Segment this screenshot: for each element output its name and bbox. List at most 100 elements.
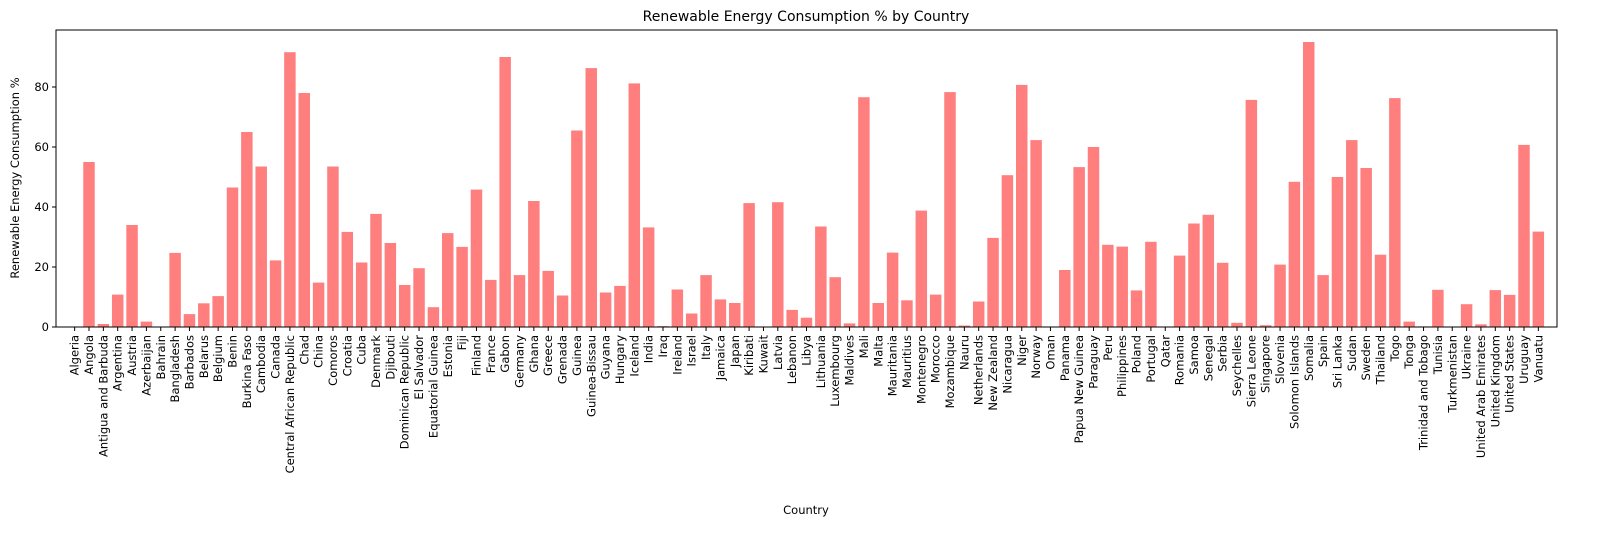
- bar-mauritania: [886, 252, 899, 327]
- x-tick-label: Belarus: [197, 335, 211, 378]
- bar-israel: [685, 313, 698, 327]
- bar-belarus: [198, 303, 210, 327]
- bar-libya: [800, 317, 813, 327]
- bar-china: [312, 282, 325, 327]
- bar-hungary: [614, 285, 626, 327]
- x-tick-label: Sierra Leone: [1244, 335, 1258, 407]
- bar-france: [485, 279, 497, 327]
- x-tick-label: Bangladesh: [168, 335, 182, 402]
- bar-cuba: [355, 262, 368, 327]
- x-tick-label: Burkina Faso: [240, 335, 254, 408]
- bar-ghana: [528, 201, 540, 327]
- bar-japan: [729, 303, 741, 327]
- x-tick-label: Germany: [513, 335, 527, 388]
- x-tick-label: Vanuatu: [1531, 335, 1545, 382]
- bar-djibouti: [384, 243, 397, 327]
- bar-norway: [1030, 140, 1042, 327]
- bar-barbados: [183, 314, 196, 327]
- bar-kiribati: [743, 203, 755, 327]
- x-tick-label: Djibouti: [383, 335, 397, 380]
- bar-thailand: [1374, 254, 1387, 327]
- x-tick-label: Libya: [800, 335, 814, 366]
- bar-togo: [1389, 98, 1401, 327]
- x-tick-label: Qatar: [1158, 335, 1172, 368]
- x-tick-label: Thailand: [1374, 335, 1388, 385]
- x-tick-label: Philippines: [1115, 335, 1129, 397]
- x-tick-label: Montenegro: [914, 335, 928, 404]
- bar-antigua-and-barbuda: [97, 324, 110, 327]
- x-tick-label: Togo: [1388, 335, 1402, 362]
- x-tick-label: Oman: [1043, 335, 1057, 370]
- bar-belgium: [212, 296, 224, 327]
- x-tick-label: Cambodia: [254, 335, 268, 393]
- x-tick-label: Central African Republic: [283, 335, 297, 473]
- x-tick-label: India: [642, 335, 656, 363]
- x-tick-label: Sweden: [1359, 335, 1373, 380]
- bar-united-states: [1503, 294, 1516, 327]
- bar-guinea: [571, 130, 583, 327]
- x-tick-label: Solomon Islands: [1287, 335, 1301, 429]
- bar-montenegro: [915, 210, 928, 327]
- bar-tunisia: [1432, 289, 1444, 327]
- x-axis-label: Country: [783, 503, 829, 517]
- bar-fiji: [456, 246, 468, 327]
- x-tick-label: Slovenia: [1273, 335, 1287, 384]
- bar-central-african-republic: [284, 52, 296, 327]
- bar-netherlands: [972, 301, 985, 327]
- x-tick-label: Estonia: [441, 335, 455, 377]
- bar-greece: [542, 270, 554, 327]
- bar-chad: [298, 93, 310, 327]
- x-tick-label: Austria: [125, 335, 139, 376]
- x-tick-label: Norway: [1029, 335, 1043, 379]
- bar-mali: [858, 97, 870, 327]
- x-tick-label: Angola: [82, 335, 96, 375]
- bar-iceland: [628, 83, 641, 328]
- x-tick-label: France: [484, 335, 498, 373]
- bar-united-kingdom: [1489, 290, 1502, 327]
- x-tick-label: Serbia: [1216, 335, 1230, 372]
- bar-jamaica: [714, 299, 727, 327]
- x-tick-label: Italy: [699, 335, 713, 360]
- x-tick-label: Peru: [1101, 335, 1115, 361]
- x-tick-label: Ukraine: [1460, 335, 1474, 379]
- bar-poland: [1130, 290, 1143, 327]
- x-tick-label: Sudan: [1345, 335, 1359, 371]
- bar-grenada: [556, 295, 569, 327]
- x-tick-label: Finland: [469, 335, 483, 376]
- bar-mauritius: [901, 300, 913, 327]
- bar-serbia: [1216, 262, 1229, 327]
- x-tick-label: Equatorial Guinea: [426, 335, 440, 438]
- x-tick-label: Kuwait: [756, 335, 770, 374]
- bar-guyana: [599, 292, 612, 327]
- bar-dominican-republic: [398, 285, 411, 327]
- x-tick-label: Iraq: [656, 335, 670, 357]
- y-tick-label: 20: [34, 260, 49, 274]
- x-tick-label: Luxembourg: [828, 335, 842, 407]
- bars-group: [68, 42, 1545, 328]
- bar-new-zealand: [987, 237, 999, 327]
- x-tick-label: Sri Lanka: [1330, 335, 1344, 388]
- x-tick-label: Mauritania: [886, 335, 900, 396]
- bar-estonia: [442, 233, 454, 327]
- bar-croatia: [341, 231, 354, 327]
- x-tick-label: Paraguay: [1087, 335, 1101, 389]
- x-tick-label: Mali: [857, 335, 871, 358]
- bar-argentina: [111, 294, 124, 327]
- bar-gabon: [499, 57, 511, 327]
- bar-solomon-islands: [1288, 181, 1301, 327]
- bar-singapore: [1259, 325, 1272, 327]
- x-tick-label: Chad: [297, 335, 311, 365]
- x-tick-label: Tunisia: [1431, 335, 1445, 375]
- x-tick-label: Ireland: [670, 335, 684, 375]
- bar-guinea-bissau: [585, 68, 597, 327]
- x-tick-label: Lebanon: [785, 335, 799, 384]
- x-tick-label: New Zealand: [986, 335, 1000, 411]
- x-tick-label: Azerbaijan: [139, 335, 153, 396]
- x-tick-label: Romania: [1173, 335, 1187, 385]
- x-tick-label: Bahrain: [154, 335, 168, 379]
- x-tick-label: Papua New Guinea: [1072, 335, 1086, 443]
- x-tick-label: Malta: [871, 335, 885, 367]
- y-tick-label: 40: [34, 200, 49, 214]
- bar-malta: [872, 303, 884, 327]
- bar-peru: [1102, 244, 1114, 327]
